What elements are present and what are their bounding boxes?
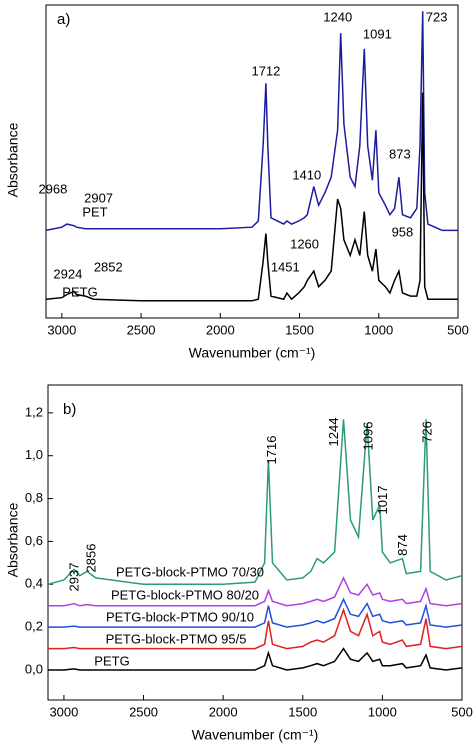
peak-annotation: 2852 — [94, 259, 123, 274]
y-tick-label: 0,6 — [25, 533, 43, 548]
peak-annotation: 1096 — [361, 422, 376, 451]
series-label: PETG — [62, 284, 97, 299]
plot-frame — [45, 4, 459, 319]
peak-annotation: 874 — [395, 534, 410, 556]
y-tick-label: 1,0 — [25, 447, 43, 462]
x-tick-label: 1000 — [368, 704, 397, 719]
peak-annotation: 1716 — [264, 436, 279, 465]
y-axis-title: Absorbance — [5, 502, 21, 577]
peak-annotation: 2924 — [53, 266, 82, 281]
peak-annotation: 1712 — [251, 63, 280, 78]
x-axis-title: Wavenumber (cm⁻¹) — [189, 345, 316, 361]
spectrum-line — [48, 647, 463, 671]
peak-annotation: 1451 — [271, 259, 300, 274]
peak-annotation: 726 — [419, 421, 434, 443]
spectrum-line — [48, 607, 463, 650]
peak-annotation: 1410 — [292, 167, 321, 182]
y-tick-label: 1,2 — [25, 404, 43, 419]
x-tick-label: 1500 — [288, 704, 317, 719]
y-axis-title: Absorbance — [5, 122, 21, 197]
peak-annotation: 1260 — [290, 236, 319, 251]
peak-annotation: 958 — [392, 224, 414, 239]
y-tick-label: 0,2 — [25, 619, 43, 634]
x-tick-label: 500 — [451, 704, 473, 719]
peak-annotation: 1017 — [375, 486, 390, 515]
x-tick-label: 2000 — [209, 704, 238, 719]
series-label: PET — [82, 204, 107, 219]
x-tick-label: 1000 — [364, 322, 393, 337]
x-tick-label: 2000 — [206, 322, 235, 337]
panel-label: a) — [57, 11, 70, 28]
spectrum-line — [48, 597, 463, 628]
peak-annotation: 1244 — [326, 418, 341, 447]
spectrum-line — [45, 11, 458, 232]
spectrum-line — [47, 419, 463, 586]
peak-annotation: 2856 — [83, 544, 98, 573]
spectrum-line — [48, 576, 463, 607]
series-label: PETG — [94, 653, 129, 668]
peak-annotation: 1091 — [363, 26, 392, 41]
series-label: PETG-block-PTMO 90/10 — [106, 609, 254, 624]
peak-annotation: 2968 — [38, 181, 67, 196]
x-tick-label: 3000 — [47, 322, 76, 337]
series-label: PETG-block-PTMO 95/5 — [106, 631, 247, 646]
peak-annotation: 1240 — [323, 9, 352, 24]
x-tick-label: 2500 — [129, 704, 158, 719]
series-label: PETG-block-PTMO 70/30 — [116, 564, 264, 579]
y-tick-label: 0,0 — [25, 661, 43, 676]
x-axis-title: Wavenumber (cm⁻¹) — [192, 727, 319, 743]
plot-frame — [47, 384, 463, 701]
spectrum-line — [45, 92, 458, 302]
peak-annotation: 873 — [389, 146, 411, 161]
series-label: PETG-block-PTMO 80/20 — [111, 587, 259, 602]
x-tick-label: 3000 — [49, 704, 78, 719]
x-tick-label: 500 — [447, 322, 469, 337]
x-tick-label: 2500 — [127, 322, 156, 337]
y-tick-label: 0,8 — [25, 490, 43, 505]
peak-annotation: 723 — [426, 9, 448, 24]
y-tick-label: 0,4 — [25, 576, 43, 591]
panel-label: b) — [63, 401, 76, 418]
peak-annotation: 2907 — [84, 190, 113, 205]
peak-annotation: 2937 — [66, 563, 81, 592]
x-tick-label: 1500 — [285, 322, 314, 337]
